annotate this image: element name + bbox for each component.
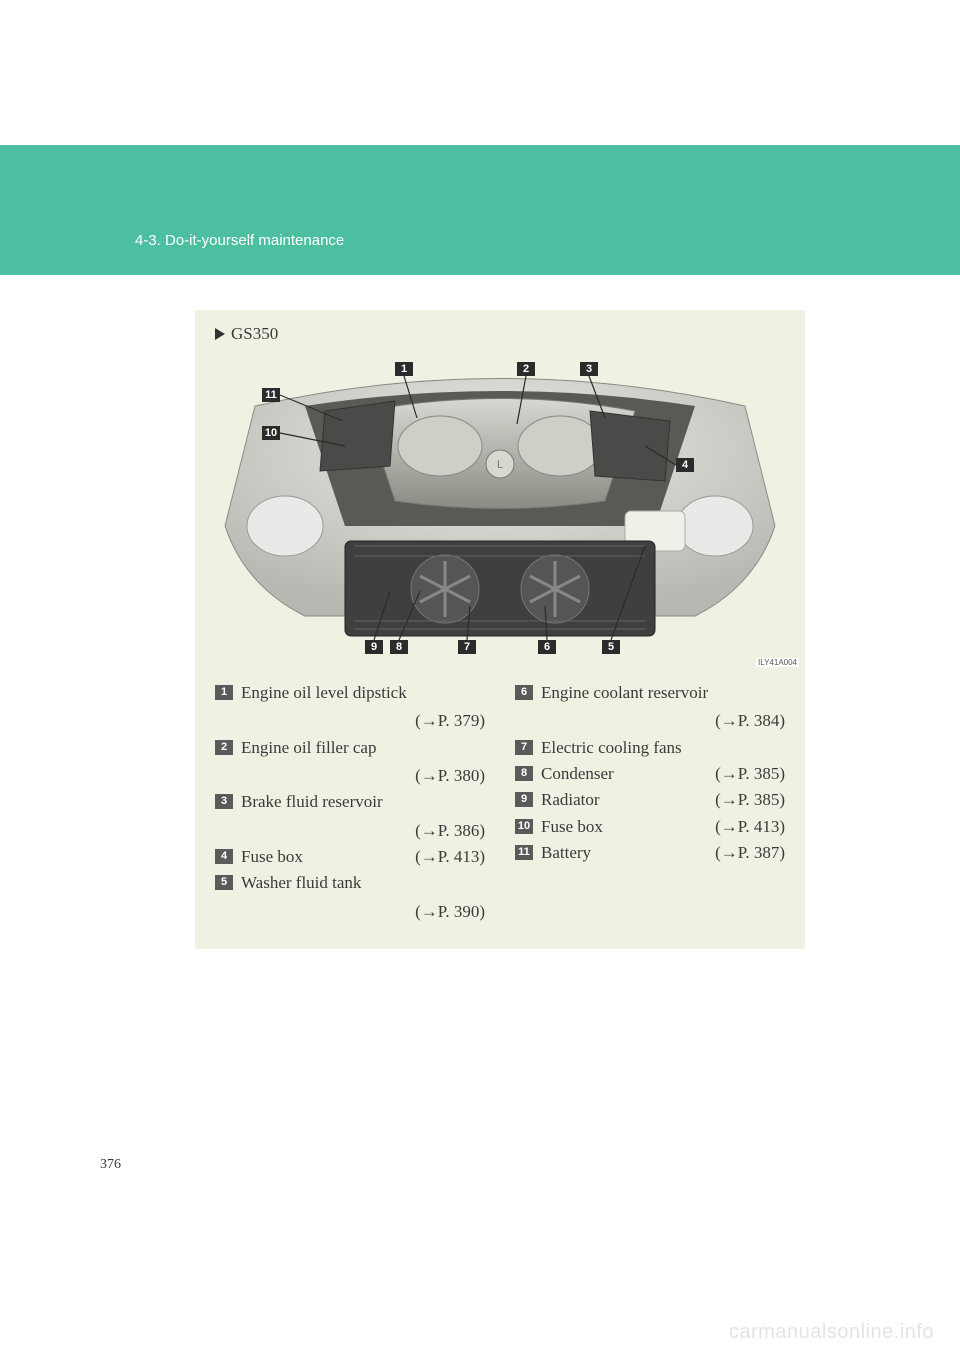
legend-item-body: Condenser (→P. 385)	[541, 761, 785, 787]
legend-item-body: Electric cooling fans	[541, 735, 785, 761]
legend-item-body: Battery (→P. 387)	[541, 840, 785, 866]
diagram-callout: 9	[365, 640, 383, 654]
model-row: GS350	[195, 310, 805, 344]
legend-item-body: Engine oil filler cap(→P. 380)	[241, 735, 485, 790]
legend-item-body: Fuse box (→P. 413)	[241, 844, 485, 870]
legend-number-icon: 7	[515, 740, 533, 755]
legend-label: Engine oil filler cap	[241, 735, 485, 761]
legend-number-icon: 2	[215, 740, 233, 755]
legend-item: 3 Brake fluid reservoir (→P. 386)	[215, 789, 485, 844]
svg-text:L: L	[497, 459, 503, 471]
legend-ref: (→P. 413)	[715, 814, 785, 840]
diagram-callout: 7	[458, 640, 476, 654]
legend-item: 9 Radiator (→P. 385)	[515, 787, 785, 813]
engine-illustration: L	[195, 346, 805, 670]
legend-label: Washer fluid tank	[241, 870, 485, 896]
content-panel: GS350	[195, 310, 805, 949]
diagram-callout: 2	[517, 362, 535, 376]
legend-label: Brake fluid reservoir	[241, 789, 485, 815]
diagram-callout: 3	[580, 362, 598, 376]
legend-item: 4 Fuse box (→P. 413)	[215, 844, 485, 870]
engine-diagram: L	[195, 346, 805, 670]
legend-item-body: Washer fluid tank (→P. 390)	[241, 870, 485, 925]
legend-number-icon: 11	[515, 845, 533, 860]
legend: 1 Engine oil level dipstick(→P. 379) 2 Engi…	[195, 670, 805, 949]
legend-item: 8 Condenser (→P. 385)	[515, 761, 785, 787]
legend-ref: (→P. 385)	[715, 787, 785, 813]
model-name: GS350	[231, 324, 278, 344]
diagram-callout: 11	[262, 388, 280, 402]
legend-number-icon: 1	[215, 685, 233, 700]
legend-col-right: 6 Engine coolant reservoir(→P. 384) 7 Elect…	[515, 680, 785, 925]
section-label: 4-3. Do-it-yourself maintenance	[135, 232, 344, 249]
legend-item: 2 Engine oil filler cap(→P. 380)	[215, 735, 485, 790]
legend-item: 10 Fuse box (→P. 413)	[515, 814, 785, 840]
legend-ref: (→P. 390)	[241, 899, 485, 925]
legend-item: 11 Battery (→P. 387)	[515, 840, 785, 866]
legend-item-body: Engine oil level dipstick(→P. 379)	[241, 680, 485, 735]
diagram-callout: 4	[676, 458, 694, 472]
diagram-callout: 1	[395, 362, 413, 376]
legend-item: 7 Electric cooling fans	[515, 735, 785, 761]
legend-number-icon: 4	[215, 849, 233, 864]
legend-ref: (→P. 386)	[241, 818, 485, 844]
legend-number-icon: 10	[515, 819, 533, 834]
legend-number-icon: 5	[215, 875, 233, 890]
legend-item-body: Fuse box (→P. 413)	[541, 814, 785, 840]
diagram-callout: 6	[538, 640, 556, 654]
diagram-callout: 10	[262, 426, 280, 440]
play-triangle-icon	[215, 328, 225, 340]
legend-ref: (→P. 380)	[241, 763, 485, 789]
legend-item: 5 Washer fluid tank (→P. 390)	[215, 870, 485, 925]
legend-item: 1 Engine oil level dipstick(→P. 379)	[215, 680, 485, 735]
legend-label: Engine coolant reservoir	[541, 680, 785, 706]
image-code: ILY41A004	[756, 658, 799, 667]
legend-label: Engine oil level dipstick	[241, 680, 485, 706]
legend-number-icon: 3	[215, 794, 233, 809]
legend-ref: (→P. 385)	[715, 761, 785, 787]
legend-item-body: Engine coolant reservoir(→P. 384)	[541, 680, 785, 735]
header-band	[0, 145, 960, 275]
page-number: 376	[100, 1157, 121, 1173]
legend-number-icon: 6	[515, 685, 533, 700]
legend-item-body: Radiator (→P. 385)	[541, 787, 785, 813]
diagram-callout: 8	[390, 640, 408, 654]
legend-ref: (→P. 384)	[541, 708, 785, 734]
legend-number-icon: 8	[515, 766, 533, 781]
legend-ref: (→P. 413)	[415, 844, 485, 870]
legend-ref: (→P. 387)	[715, 840, 785, 866]
watermark: carmanualsonline.info	[729, 1321, 934, 1344]
legend-number-icon: 9	[515, 792, 533, 807]
legend-item: 6 Engine coolant reservoir(→P. 384)	[515, 680, 785, 735]
legend-label: Electric cooling fans	[541, 735, 785, 761]
legend-label: Condenser	[541, 761, 614, 787]
diagram-callout: 5	[602, 640, 620, 654]
legend-col-left: 1 Engine oil level dipstick(→P. 379) 2 Engi…	[215, 680, 485, 925]
legend-label: Radiator	[541, 787, 600, 813]
legend-item-body: Brake fluid reservoir (→P. 386)	[241, 789, 485, 844]
legend-label: Fuse box	[241, 844, 303, 870]
legend-ref: (→P. 379)	[241, 708, 485, 734]
legend-label: Fuse box	[541, 814, 603, 840]
legend-label: Battery	[541, 840, 591, 866]
